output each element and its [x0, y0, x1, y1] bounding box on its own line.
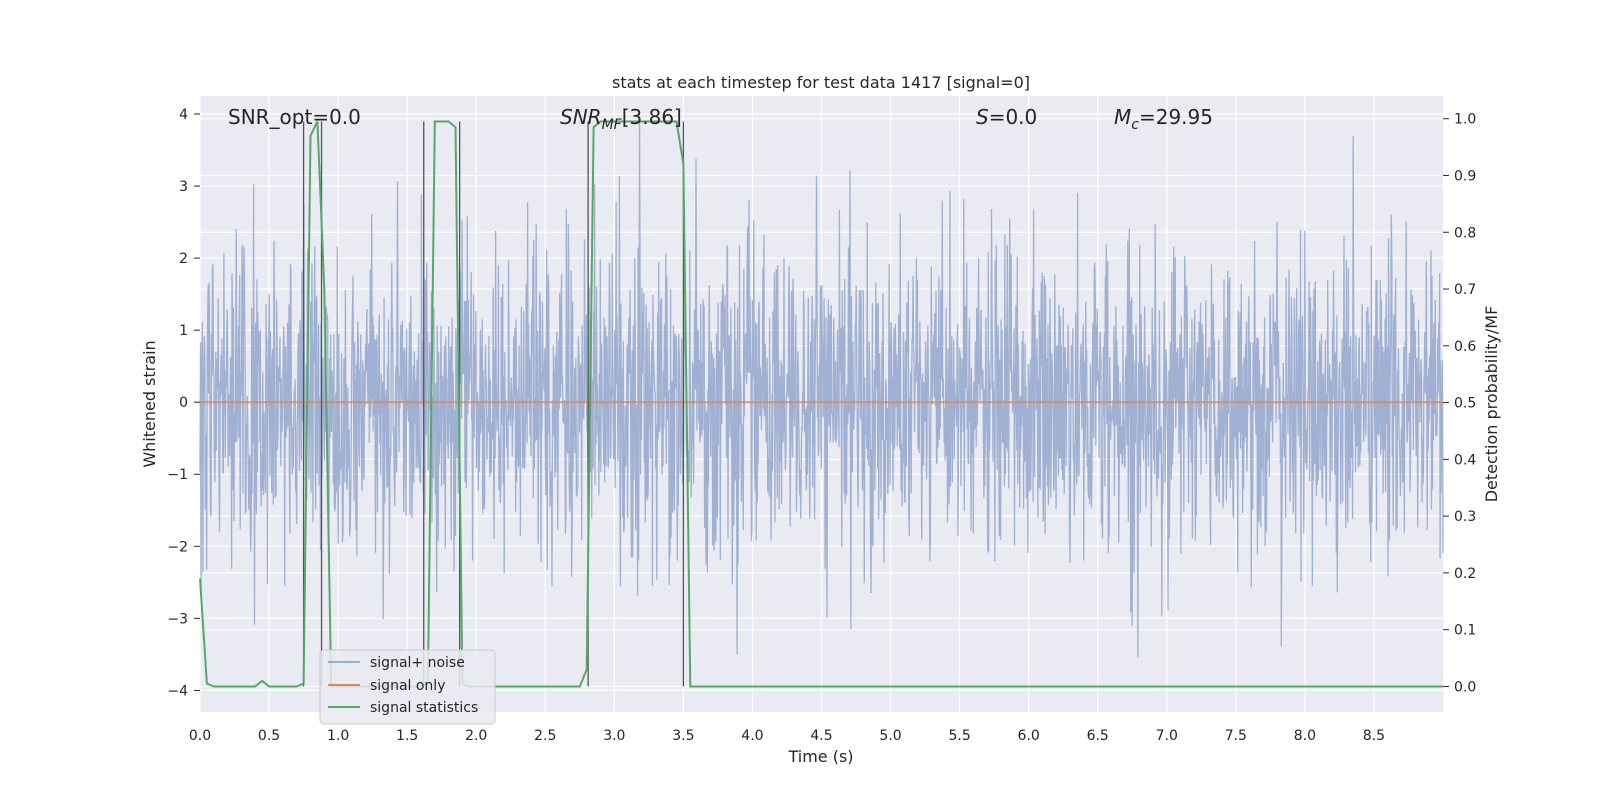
- y-tick-label: 4: [179, 107, 188, 123]
- y-tick-label: −2: [167, 539, 188, 555]
- y2-tick-label: 0.0: [1454, 679, 1476, 695]
- y-tick-label: 1: [179, 323, 188, 339]
- x-axis-label: Time (s): [787, 747, 853, 766]
- x-tick-label: 5.0: [879, 728, 901, 744]
- y2-tick-label: 0.4: [1454, 452, 1476, 468]
- y-tick-label: 0: [179, 395, 188, 411]
- legend-box: [319, 649, 496, 725]
- legend-label-signal: signal only: [370, 678, 445, 694]
- x-tick-label: 0.5: [258, 728, 280, 744]
- x-tick-label: 2.0: [465, 728, 487, 744]
- x-tick-labels: 0.0 0.5 1.0 1.5 2.0 2.5 3.0 3.5 4.0 4.5 5.0 5.5 6.0 6…: [189, 728, 1385, 744]
- annotation-snr-mf-value: [3.86]: [622, 105, 682, 129]
- y-tick-label: −3: [167, 611, 188, 627]
- y-tick-label: 3: [179, 179, 188, 195]
- y2-tick-label: 1.0: [1454, 112, 1476, 128]
- y2-tick-label: 0.1: [1454, 623, 1476, 639]
- y2-tick-labels: 0.0 0.1 0.2 0.3 0.4 0.5 0.6 0.7 0.8 0.9 1.0: [1443, 112, 1476, 695]
- annotation-mc: Mc=29.95: [1114, 105, 1213, 133]
- x-tick-label: 2.5: [534, 728, 556, 744]
- legend-label-stats: signal statistics: [370, 700, 478, 716]
- y-tick-label: 2: [179, 251, 188, 267]
- annotation-snr-mf: SNRMF[3.86]: [560, 105, 682, 133]
- y2-tick-label: 0.6: [1454, 339, 1476, 355]
- x-tick-label: 1.5: [396, 728, 418, 744]
- annotation-snr-opt: SNR_opt=0.0: [228, 105, 361, 129]
- annotation-s-value: =0.0: [989, 105, 1038, 129]
- x-tick-label: 3.0: [603, 728, 625, 744]
- legend-label-noise: signal+ noise: [370, 655, 465, 671]
- x-tick-label: 3.5: [672, 728, 694, 744]
- x-tick-label: 1.0: [327, 728, 349, 744]
- x-tick-label: 8.0: [1294, 728, 1316, 744]
- chart-title: stats at each timestep for test data 141…: [612, 73, 1030, 92]
- noise-series: [199, 114, 1444, 658]
- y2-tick-label: 0.3: [1454, 509, 1476, 525]
- y2-tick-label: 0.5: [1454, 396, 1476, 412]
- x-tick-label: 7.0: [1156, 728, 1178, 744]
- y-tick-label: −1: [167, 467, 188, 483]
- y-tick-labels: −4 −3 −2 −1 0 1 2 3 4: [167, 107, 200, 699]
- x-tick-label: 7.5: [1225, 728, 1247, 744]
- annotation-mc-value: =29.95: [1139, 105, 1213, 129]
- x-tick-label: 6.0: [1018, 728, 1040, 744]
- stats-line: [199, 120, 1443, 688]
- annotation-s: S=0.0: [976, 105, 1037, 129]
- y-tick-label: −4: [167, 683, 188, 699]
- y-axis-label: Whitened strain: [140, 340, 159, 467]
- x-tick-label: 0.0: [189, 728, 211, 744]
- x-tick-label: 4.0: [741, 728, 763, 744]
- x-tick-label: 8.5: [1363, 728, 1385, 744]
- y2-tick-label: 0.9: [1454, 168, 1476, 184]
- y2-axis-label: Detection probability/MF: [1482, 306, 1501, 503]
- x-tick-label: 5.5: [948, 728, 970, 744]
- legend: signal+ noise signal only signal statist…: [319, 649, 496, 725]
- y2-tick-label: 0.8: [1454, 225, 1476, 241]
- x-tick-label: 6.5: [1087, 728, 1109, 744]
- stats-series: [199, 120, 1443, 688]
- y2-tick-label: 0.7: [1454, 282, 1476, 298]
- x-tick-label: 4.5: [810, 728, 832, 744]
- noise-line: [199, 114, 1444, 658]
- y2-tick-label: 0.2: [1454, 566, 1476, 582]
